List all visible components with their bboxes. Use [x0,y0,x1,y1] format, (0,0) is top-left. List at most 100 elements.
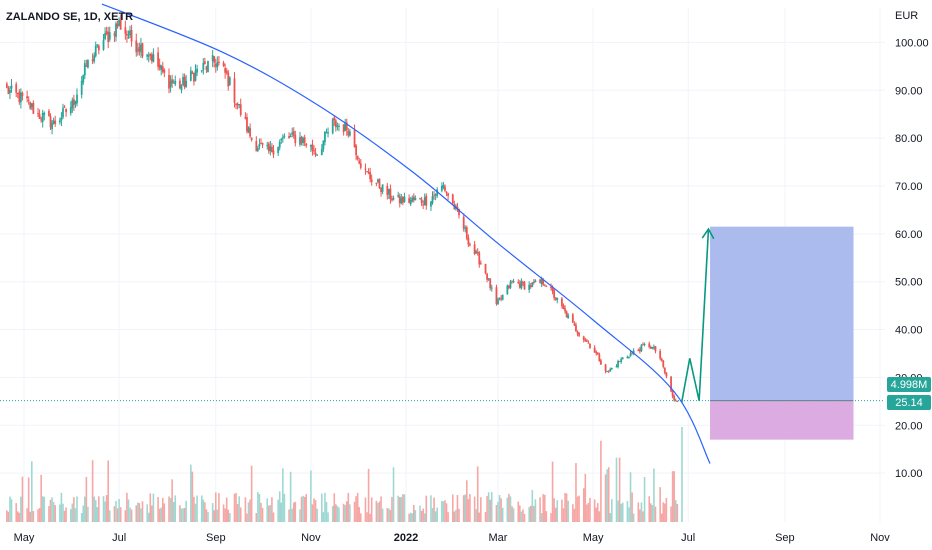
volume-bar [303,496,306,522]
volume-bar [80,513,83,522]
volume-bar [562,508,565,522]
candle-body [542,279,545,285]
volume-bar [247,502,250,522]
volume-bar [364,497,367,522]
volume-bar [235,492,237,522]
volume-bar [561,499,563,522]
volume-bar [632,513,635,522]
candle-body [152,54,155,62]
candle-body [397,195,400,197]
volume-bar [311,504,314,522]
x-tick-label: May [583,532,604,544]
price-badge [887,395,931,410]
volume-bar [380,496,382,522]
volume-bar [398,497,401,522]
candle-body [52,120,55,124]
x-tick-label: Sep [206,532,226,544]
volume-bar [556,500,559,522]
volume-bar [586,504,588,522]
candle-body [425,195,428,206]
volume-bar [267,505,270,522]
volume-bar [73,497,75,522]
candle-body [671,391,674,397]
candle-body [539,279,541,283]
candle-body [94,45,97,57]
volume-bar [118,499,120,522]
candle-body [462,216,465,229]
volume-bar [671,471,674,522]
volume-bar [589,497,591,522]
stop-zone[interactable] [710,400,854,440]
candle-body [54,120,57,125]
volume-bar [20,496,22,522]
candle-body [102,40,105,50]
candle-body [5,83,8,88]
curved-trendline[interactable] [101,3,711,464]
candle-body [467,237,470,245]
volume-bar [180,508,183,522]
candle-body [411,197,414,202]
volume-bar [174,495,177,522]
volume-bar [674,500,677,522]
volume-bar [130,509,133,522]
candle-body [16,92,19,94]
candle-body [113,33,116,36]
volume-bar [63,510,66,522]
candle-body [520,281,523,289]
volume-bar [291,508,293,522]
volume-bar [640,502,643,522]
volume-bar [649,503,652,522]
volume-bar [593,499,596,522]
candle-body [19,92,22,103]
volume-bar [30,461,33,522]
candle-body [10,85,13,89]
candle-body [414,198,417,201]
volume-bar [194,503,197,522]
candle-body [353,129,356,148]
candle-body [653,346,655,348]
candle-body [118,19,121,26]
volume-bar [115,500,117,522]
volume-bar [445,503,448,522]
candle-body [196,68,198,73]
volume-bar [520,511,523,522]
volume-bar [325,502,328,522]
candle-body [409,200,412,205]
candle-body [107,31,110,43]
volume-bar [168,496,170,522]
candle-body [158,64,161,69]
projection-arrow[interactable] [681,229,710,401]
volume-bar [447,512,449,522]
candle-body [610,367,613,370]
candle-body [562,305,565,309]
volume-bar [358,507,361,522]
candle-body [532,281,535,283]
volume-bar [425,495,428,522]
volume-bar [462,495,465,522]
volume-bar [433,497,435,522]
candle-body [260,142,262,144]
candle-body [582,336,585,340]
volume-bar [246,513,248,522]
volume-bar [151,505,153,522]
candle-body [380,187,382,193]
candle-body [71,99,74,109]
volume-bar [551,461,554,522]
volume-bar [169,497,172,522]
candle-body [585,340,588,342]
volume-bar [107,460,109,522]
candle-body [422,204,425,206]
volume-bar [545,511,548,522]
volume-bar [261,507,264,522]
volume-bar [216,509,219,522]
candle-body [440,185,443,191]
candle-body [355,145,358,156]
candle-body [146,54,149,57]
volume-bar [160,507,163,522]
candle-body [38,114,41,119]
candle-body [556,298,559,300]
y-tick-label: 70.00 [895,181,923,193]
target-zone[interactable] [710,226,854,401]
candle-body [235,103,237,105]
